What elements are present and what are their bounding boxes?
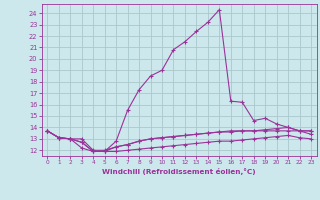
X-axis label: Windchill (Refroidissement éolien,°C): Windchill (Refroidissement éolien,°C) — [102, 168, 256, 175]
